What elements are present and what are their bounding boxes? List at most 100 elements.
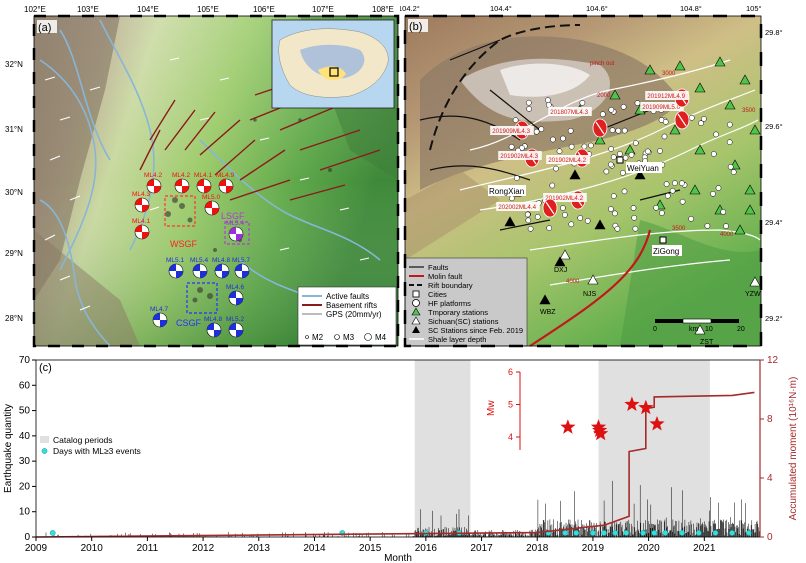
hf-platform bbox=[580, 100, 585, 105]
mechanism-label: ML5.4 bbox=[190, 257, 208, 264]
hf-platform bbox=[546, 102, 551, 107]
hf-platform bbox=[547, 226, 552, 231]
ml3-day-marker bbox=[613, 530, 618, 535]
ml3-day-marker bbox=[679, 530, 684, 535]
hf-platform bbox=[632, 215, 637, 220]
legend-sichuan: Sichuan(SC) stations bbox=[428, 317, 499, 326]
hf-platform bbox=[513, 118, 518, 123]
ml3-day-marker bbox=[663, 530, 668, 535]
event-label: 201912ML4.9 bbox=[647, 93, 685, 100]
y-left-tick: 30 bbox=[19, 456, 31, 467]
x-tick: 2013 bbox=[248, 543, 271, 554]
contour-label-3500a: 3500 bbox=[742, 108, 756, 114]
city-zigong: ZiGong bbox=[653, 247, 679, 256]
ml3-day-marker bbox=[562, 530, 567, 535]
mechanism-label: ML4.1 bbox=[194, 172, 212, 179]
hf-platform bbox=[620, 170, 625, 175]
x-tick: 2019 bbox=[582, 543, 605, 554]
y-left-tick: 50 bbox=[19, 406, 31, 417]
hf-platform bbox=[609, 146, 614, 151]
panel-b-map: RongXian WeiYuan ZiGong pinch out 2000 3… bbox=[400, 0, 806, 350]
panel-a-label: (a) bbox=[38, 22, 51, 34]
mechanism-label: ML4.9 bbox=[216, 172, 234, 179]
contour-label-3000: 3000 bbox=[662, 71, 676, 77]
legend-a: Active faults Basement rifts GPS (20mm/y… bbox=[298, 287, 396, 345]
mechanism-label: ML4.3 bbox=[132, 191, 150, 198]
hf-platform bbox=[710, 191, 715, 196]
hf-platform bbox=[633, 226, 638, 231]
lon-tick-a: 102°E bbox=[24, 5, 46, 14]
x-tick: 2012 bbox=[192, 543, 215, 554]
city-weiyuan: WeiYuan bbox=[627, 164, 659, 173]
y-left-tick: 40 bbox=[19, 431, 31, 442]
catalog-period bbox=[415, 360, 471, 537]
station-dxj: DXJ bbox=[554, 267, 567, 274]
lat-tick-b: 29.8° bbox=[765, 28, 783, 37]
mechanism-label: ML5.1 bbox=[166, 257, 184, 264]
lon-tick-b: 104.2° bbox=[400, 4, 420, 13]
contour-label-2000: 2000 bbox=[597, 93, 611, 99]
zone-label-wsgf: WSGF bbox=[170, 239, 197, 249]
hf-platform bbox=[525, 212, 530, 217]
hf-platform bbox=[588, 143, 593, 148]
event-label: 201909ML4.3 bbox=[492, 128, 530, 135]
hf-platform bbox=[727, 140, 732, 145]
lon-tick-a: 104°E bbox=[137, 5, 159, 14]
y-right-tick: 0 bbox=[767, 532, 773, 543]
legend-hf: HF platforms bbox=[428, 299, 471, 308]
legend-faults: Faults bbox=[428, 263, 449, 272]
hf-platform bbox=[689, 216, 694, 221]
hf-platform bbox=[714, 132, 719, 137]
x-tick: 2010 bbox=[81, 543, 104, 554]
y-right-tick: 8 bbox=[767, 414, 773, 425]
mechanism-label: ML4.6 bbox=[226, 284, 244, 291]
hf-platform bbox=[664, 182, 669, 187]
lon-tick-a: 108°E bbox=[372, 5, 394, 14]
mw-tick: 5 bbox=[508, 400, 513, 410]
hf-platform bbox=[612, 211, 617, 216]
hf-platform bbox=[680, 199, 685, 204]
hf-platform bbox=[672, 181, 677, 186]
hf-platform bbox=[604, 169, 609, 174]
y-left-tick: 70 bbox=[19, 355, 31, 366]
hf-platform bbox=[526, 100, 531, 105]
lon-tick-b: 105° bbox=[746, 4, 762, 13]
hf-platform bbox=[665, 193, 670, 198]
hf-platform bbox=[560, 136, 565, 141]
scale-20: 20 bbox=[737, 326, 745, 333]
hf-platform bbox=[621, 104, 626, 109]
panel-a-map: WSGF LSGF CSGF ML4.2 ML4.2 ML4.1 ML4.9 ML4.3… bbox=[0, 0, 400, 350]
hf-platform bbox=[721, 209, 726, 214]
inset-map bbox=[272, 20, 394, 108]
contour-label-4000a: 4000 bbox=[720, 232, 734, 238]
hf-platform bbox=[616, 128, 621, 133]
hf-platform bbox=[608, 206, 613, 211]
legend-molin: Molin fault bbox=[428, 272, 463, 281]
mechanism-label: ML4.2 bbox=[144, 172, 162, 179]
scale-unit: km bbox=[689, 326, 699, 333]
legend-active-faults: Active faults bbox=[326, 292, 369, 301]
lat-tick-b: 29.2° bbox=[765, 314, 783, 323]
hf-platform bbox=[731, 170, 736, 175]
hf-platform bbox=[535, 214, 540, 219]
event-label: 201902ML4.2 bbox=[548, 157, 586, 164]
event-label: 201909ML5.0 bbox=[642, 104, 680, 111]
hf-platform bbox=[662, 134, 667, 139]
hf-platform bbox=[633, 140, 638, 145]
contour-label-3500b: 3500 bbox=[672, 226, 686, 232]
lat-tick-a: 29°N bbox=[5, 249, 23, 258]
hf-platform bbox=[631, 205, 636, 210]
legend-shale: Shale layer depth bbox=[428, 335, 486, 344]
lat-tick-b: 29.6° bbox=[765, 122, 783, 131]
hf-platform bbox=[585, 218, 590, 223]
ml3-day-marker bbox=[696, 530, 701, 535]
station-njs: NJS bbox=[583, 291, 597, 298]
hf-platform bbox=[526, 218, 531, 223]
hf-platform bbox=[654, 205, 659, 210]
legend-catalog: Catalog periods bbox=[53, 435, 113, 445]
x-tick: 2020 bbox=[637, 543, 660, 554]
scale-0: 0 bbox=[653, 326, 657, 333]
lat-tick-a: 32°N bbox=[5, 60, 23, 69]
hf-platform bbox=[615, 226, 620, 231]
